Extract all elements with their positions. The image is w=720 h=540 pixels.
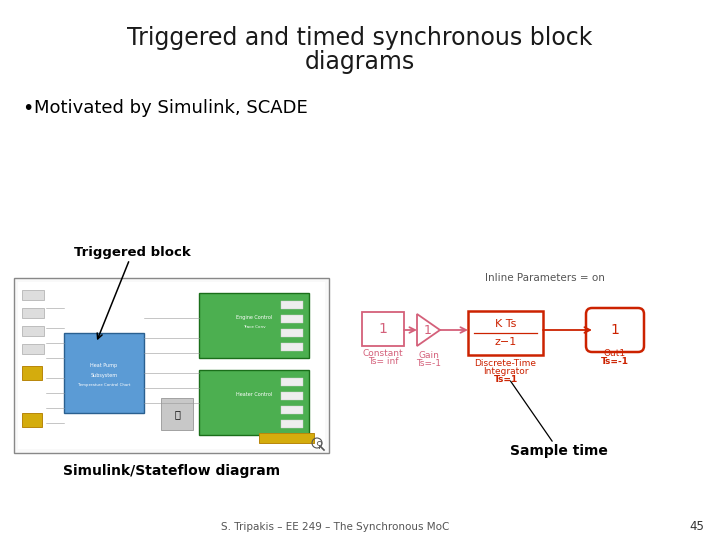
Text: 1: 1 <box>611 323 619 337</box>
FancyBboxPatch shape <box>22 290 44 300</box>
FancyBboxPatch shape <box>281 329 303 337</box>
Text: Out1: Out1 <box>604 349 626 359</box>
Text: Triggered and timed synchronous block: Triggered and timed synchronous block <box>127 26 593 50</box>
Text: 45: 45 <box>690 521 704 534</box>
Text: Trace Conv: Trace Conv <box>243 326 265 329</box>
Text: 1: 1 <box>379 322 387 336</box>
Text: S. Tripakis – EE 249 – The Synchronous MoC: S. Tripakis – EE 249 – The Synchronous M… <box>221 522 449 532</box>
Text: Ts=-1: Ts=-1 <box>601 357 629 367</box>
FancyBboxPatch shape <box>468 311 543 355</box>
FancyBboxPatch shape <box>281 420 303 428</box>
Text: Gain: Gain <box>418 350 439 360</box>
Text: Discrete-Time: Discrete-Time <box>474 359 536 368</box>
FancyBboxPatch shape <box>281 378 303 386</box>
Text: 👤: 👤 <box>174 409 180 419</box>
Text: Temperature Control Chart: Temperature Control Chart <box>78 383 130 387</box>
FancyBboxPatch shape <box>362 312 404 346</box>
FancyBboxPatch shape <box>14 278 329 453</box>
FancyBboxPatch shape <box>22 366 42 380</box>
Text: ⚲: ⚲ <box>315 440 323 450</box>
Text: •: • <box>22 98 33 118</box>
FancyBboxPatch shape <box>281 406 303 414</box>
FancyBboxPatch shape <box>22 413 42 427</box>
FancyBboxPatch shape <box>586 308 644 352</box>
Text: Triggered block: Triggered block <box>74 246 191 339</box>
Polygon shape <box>417 314 440 346</box>
Text: Ts=-1: Ts=-1 <box>416 359 441 368</box>
Text: Ts= inf: Ts= inf <box>368 356 398 366</box>
FancyBboxPatch shape <box>281 343 303 351</box>
Text: Motivated by Simulink, SCADE: Motivated by Simulink, SCADE <box>34 99 307 117</box>
Text: z−1: z−1 <box>495 337 517 347</box>
Text: 1: 1 <box>423 323 431 336</box>
Text: Ts=1: Ts=1 <box>493 375 518 383</box>
Text: Sample time: Sample time <box>510 381 608 458</box>
Text: Subsystem: Subsystem <box>91 373 117 377</box>
Text: Inline Parameters = on: Inline Parameters = on <box>485 273 605 283</box>
FancyBboxPatch shape <box>22 326 44 336</box>
FancyBboxPatch shape <box>64 333 144 413</box>
Text: diagrams: diagrams <box>305 50 415 74</box>
FancyBboxPatch shape <box>199 293 309 358</box>
FancyBboxPatch shape <box>281 392 303 400</box>
FancyBboxPatch shape <box>281 315 303 323</box>
FancyBboxPatch shape <box>161 398 193 430</box>
FancyBboxPatch shape <box>22 344 44 354</box>
FancyBboxPatch shape <box>259 433 314 443</box>
FancyBboxPatch shape <box>281 301 303 309</box>
Text: Simulink/Stateflow diagram: Simulink/Stateflow diagram <box>63 464 280 478</box>
Text: K Ts: K Ts <box>495 319 516 329</box>
Text: Integrator: Integrator <box>482 367 528 375</box>
Text: Heater Control: Heater Control <box>236 392 272 397</box>
Text: Heat Pump: Heat Pump <box>91 362 117 368</box>
Text: Engine Control: Engine Control <box>236 315 272 320</box>
FancyBboxPatch shape <box>18 282 325 449</box>
FancyBboxPatch shape <box>22 308 44 318</box>
Text: Constant: Constant <box>363 348 403 357</box>
FancyBboxPatch shape <box>199 370 309 435</box>
